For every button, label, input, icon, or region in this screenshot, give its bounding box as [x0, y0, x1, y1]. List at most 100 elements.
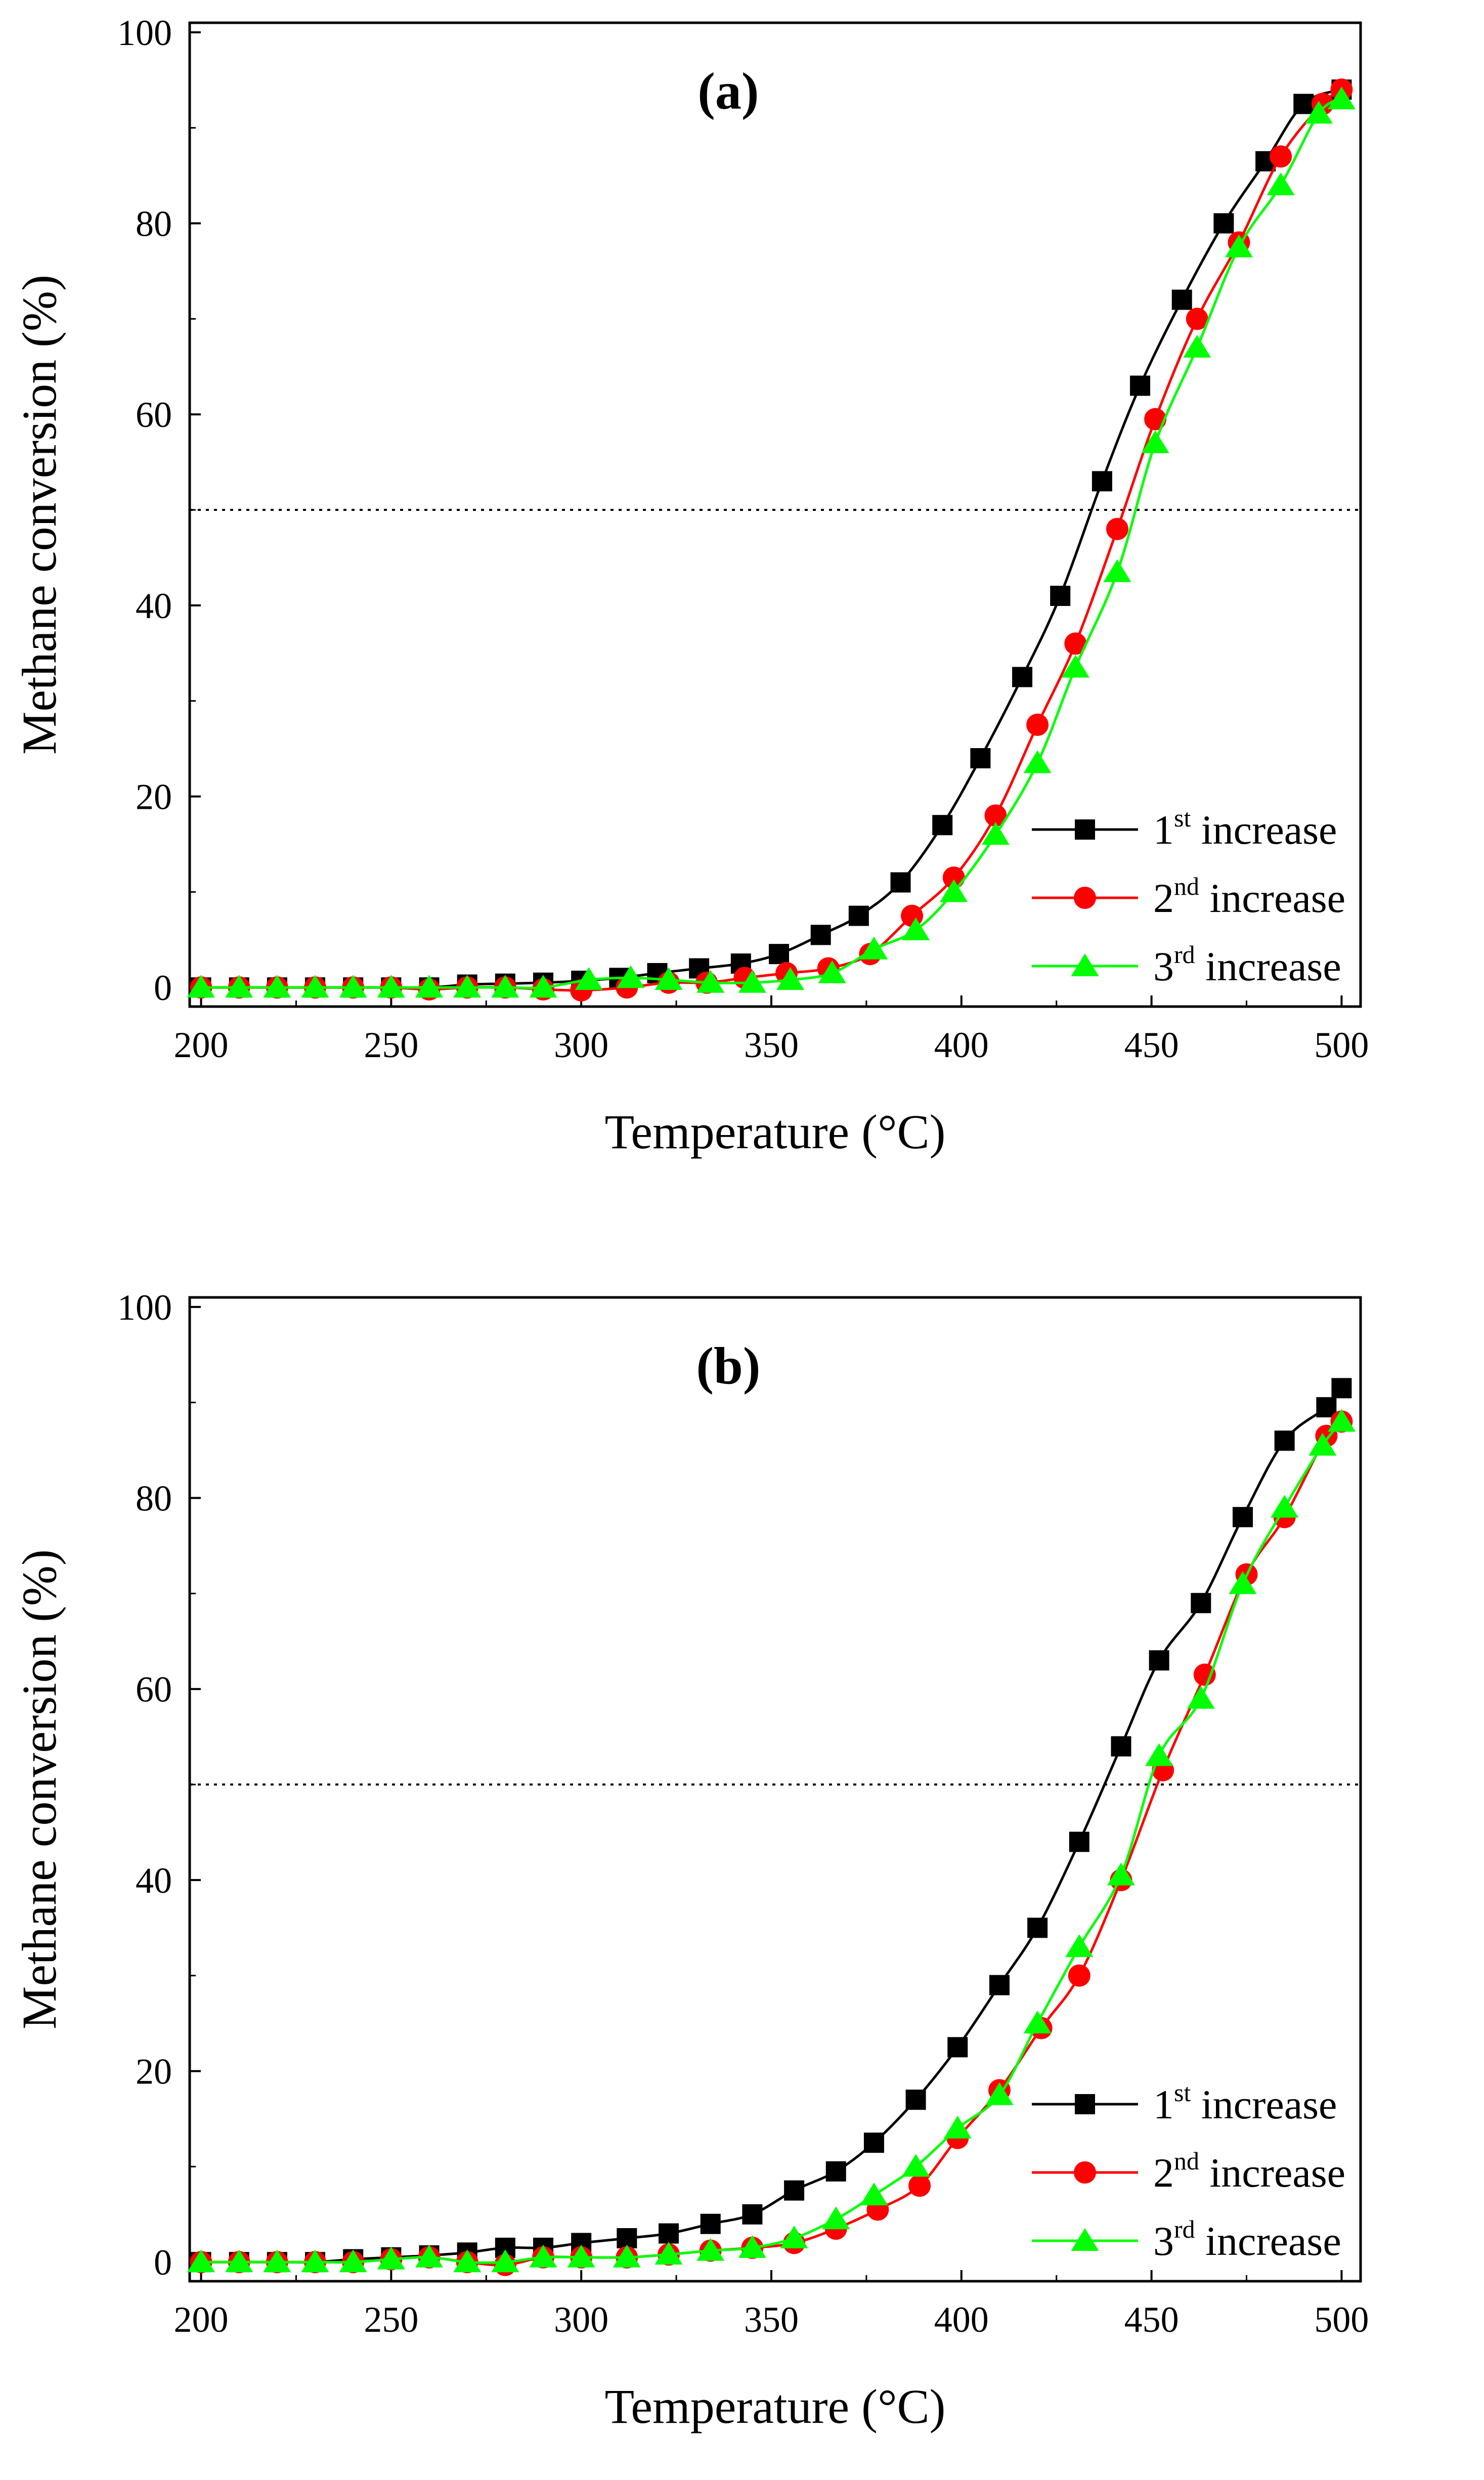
- data-point-square: [1092, 471, 1112, 492]
- legend-label: 1st increase: [1153, 804, 1337, 853]
- data-point-square: [1191, 1593, 1211, 1614]
- legend-text: increase: [1191, 2081, 1337, 2127]
- x-tick-label: 200: [174, 1025, 229, 1065]
- data-point-square: [947, 2037, 968, 2058]
- legend-num: 2: [1153, 875, 1174, 921]
- legend-num: 3: [1153, 2218, 1174, 2264]
- legend-text: increase: [1199, 2150, 1345, 2196]
- legend-marker-triangle: [1071, 2228, 1099, 2251]
- data-point-triangle: [776, 967, 805, 990]
- data-point-triangle: [1271, 1495, 1299, 1518]
- data-point-triangle: [263, 975, 291, 998]
- legend-label: 1st increase: [1153, 2078, 1337, 2127]
- data-point-triangle: [491, 975, 519, 998]
- data-point-circle: [1144, 408, 1167, 430]
- y-tick-label: 20: [136, 777, 172, 817]
- x-tick-label: 450: [1124, 2299, 1179, 2340]
- data-point-triangle: [529, 975, 557, 998]
- data-point-triangle: [1107, 1862, 1135, 1886]
- x-tick-label: 400: [934, 2299, 989, 2340]
- data-point-square: [1027, 1918, 1048, 1938]
- data-point-triangle: [1061, 655, 1089, 678]
- data-point-triangle: [654, 2242, 683, 2265]
- data-point-triangle: [981, 822, 1010, 845]
- data-point-circle: [1026, 713, 1049, 736]
- data-point-triangle: [654, 967, 683, 990]
- data-point-circle: [901, 904, 924, 927]
- data-point-triangle: [902, 2154, 930, 2177]
- data-point-triangle: [301, 975, 329, 998]
- data-point-triangle: [1229, 1571, 1257, 1594]
- legend-num: 3: [1153, 943, 1174, 989]
- data-point-triangle: [377, 2246, 405, 2270]
- data-point-triangle: [567, 2244, 595, 2268]
- legend-item-1st-increase: 1st increase: [1032, 804, 1337, 853]
- data-point-triangle: [1023, 2011, 1052, 2034]
- x-tick-label: 350: [744, 2299, 799, 2340]
- data-point-triangle: [822, 2206, 850, 2230]
- axis-ticks: 200 250 300 350 400 450 500 0 20 40 60 80 100: [117, 1287, 1369, 2340]
- y-tick-label: 80: [136, 204, 172, 244]
- series-layer: [187, 78, 1356, 1002]
- data-point-triangle: [1141, 430, 1169, 453]
- legend-num: 2: [1153, 2150, 1174, 2196]
- legend-item-3rd-increase: 3rd increase: [1032, 940, 1341, 989]
- data-point-triangle: [377, 975, 405, 998]
- x-tick-label: 200: [174, 2299, 229, 2340]
- data-point-circle: [1270, 145, 1292, 168]
- data-point-circle: [1068, 1964, 1090, 1987]
- data-point-triangle: [818, 960, 846, 983]
- data-point-square: [1050, 586, 1071, 606]
- data-point-triangle: [225, 2249, 253, 2273]
- legend-label: 3rd increase: [1153, 2215, 1341, 2264]
- data-point-square: [890, 872, 911, 893]
- data-point-square: [863, 2133, 884, 2153]
- data-point-triangle: [339, 975, 367, 998]
- y-tick-label: 0: [154, 2242, 172, 2283]
- x-tick-label: 350: [744, 1025, 799, 1065]
- data-point-square: [1293, 94, 1314, 114]
- axis-ticks: 200 250 300 350 400 450 500 0 20 40 60 80 100: [117, 13, 1369, 1065]
- data-point-circle: [984, 804, 1007, 827]
- legend-sup: st: [1174, 2078, 1191, 2107]
- data-point-triangle: [1145, 1743, 1173, 1766]
- y-tick-label: 20: [136, 2052, 172, 2092]
- data-point-square: [659, 2223, 679, 2244]
- data-point-square: [1213, 213, 1234, 234]
- data-point-square: [1012, 667, 1033, 687]
- data-point-square: [810, 925, 831, 945]
- y-tick-label: 40: [136, 586, 172, 626]
- y-tick-label: 40: [136, 1860, 172, 1901]
- data-point-square: [1274, 1430, 1295, 1451]
- legend-item-2nd-increase: 2nd increase: [1032, 872, 1345, 921]
- data-point-square: [1069, 1832, 1089, 1852]
- legend: 1st increase 2nd increase 3rd increase: [1032, 2078, 1345, 2264]
- legend-sup: st: [1174, 804, 1191, 832]
- data-point-square: [1171, 289, 1192, 310]
- y-tick-label: 100: [117, 13, 172, 53]
- data-point-triangle: [1308, 1432, 1337, 1456]
- y-tick-label: 80: [136, 1478, 172, 1519]
- data-point-triangle: [943, 2115, 972, 2139]
- data-point-triangle: [187, 2249, 215, 2273]
- x-tick-label: 250: [364, 2299, 418, 2340]
- data-point-triangle: [453, 975, 482, 998]
- data-point-triangle: [1225, 234, 1253, 257]
- legend-sup: rd: [1174, 940, 1195, 969]
- data-point-triangle: [617, 965, 645, 988]
- legend-num: 1: [1153, 807, 1174, 853]
- data-point-square: [1331, 1378, 1352, 1399]
- data-point-square: [1111, 1736, 1131, 1757]
- data-point-triangle: [1327, 1409, 1356, 1432]
- data-point-circle: [1106, 517, 1128, 540]
- x-tick-label: 300: [554, 1025, 608, 1065]
- legend-sup: rd: [1174, 2215, 1195, 2243]
- legend-item-1st-increase: 1st increase: [1032, 2078, 1337, 2127]
- data-point-square: [970, 748, 991, 769]
- x-tick-label: 300: [554, 2299, 608, 2340]
- chart-panel-b: 200 250 300 350 400 450 500 0 20 40 60 80 100 (b) Te…: [12, 1287, 1369, 2433]
- panel-label: (b): [696, 1337, 760, 1395]
- legend-marker-circle: [1074, 2161, 1096, 2184]
- data-point-triangle: [575, 967, 603, 990]
